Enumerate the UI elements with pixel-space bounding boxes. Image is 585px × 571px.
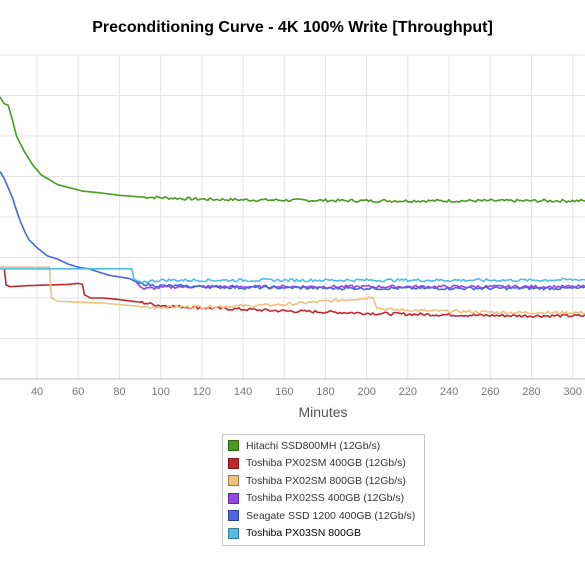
legend-swatch (228, 510, 239, 522)
series-line-1 (0, 266, 585, 319)
x-tick-label: 40 (31, 386, 43, 398)
x-tick-label: 100 (151, 386, 169, 398)
series-line-4 (0, 171, 585, 291)
x-tick-label: 280 (522, 386, 540, 398)
x-tick-label: 120 (193, 386, 211, 398)
x-tick-label: 260 (481, 386, 499, 398)
chart-legend: Hitachi SSD800MH (12Gb/s) Toshiba PX02SM … (222, 434, 425, 546)
legend-label: Hitachi SSD800MH (12Gb/s) (246, 439, 381, 452)
x-tick-label: 240 (440, 386, 458, 398)
x-tick-label: 180 (316, 386, 334, 398)
legend-item: Toshiba PX02SM 400GB (12Gb/s) (223, 455, 424, 473)
legend-swatch (228, 457, 239, 469)
legend-label: Toshiba PX02SM 400GB (12Gb/s) (246, 457, 406, 470)
x-tick-label: 80 (113, 386, 125, 398)
chart-title: Preconditioning Curve - 4K 100% Write [T… (92, 19, 493, 36)
series-line-0 (0, 96, 585, 204)
legend-swatch (228, 492, 239, 504)
x-tick-label: 300 (563, 386, 581, 398)
x-tick-label: 60 (72, 386, 84, 398)
x-tick-label: 140 (234, 386, 252, 398)
x-tick-label: 160 (275, 386, 293, 398)
legend-item: Toshiba PX03SN 800GB (223, 525, 424, 543)
legend-label: Toshiba PX02SM 800GB (12Gb/s) (246, 474, 406, 487)
x-tick-label: 200 (357, 386, 375, 398)
series-line-5 (0, 268, 585, 284)
legend-item: Toshiba PX02SM 800GB (12Gb/s) (223, 472, 424, 490)
legend-item: Seagate SSD 1200 400GB (12Gb/s) (223, 507, 424, 525)
legend-swatch (228, 440, 239, 452)
legend-swatch (228, 527, 239, 539)
legend-label: Toshiba PX03SN 800GB (246, 527, 361, 540)
x-tick-label: 220 (399, 386, 417, 398)
legend-item: Hitachi SSD800MH (12Gb/s) (223, 437, 424, 455)
legend-swatch (228, 475, 239, 487)
series-line-2 (0, 266, 585, 315)
legend-label: Toshiba PX02SS 400GB (12Gb/s) (246, 492, 405, 505)
legend-label: Seagate SSD 1200 400GB (12Gb/s) (246, 509, 416, 522)
x-axis-title: Minutes (298, 404, 347, 420)
legend-item: Toshiba PX02SS 400GB (12Gb/s) (223, 490, 424, 508)
